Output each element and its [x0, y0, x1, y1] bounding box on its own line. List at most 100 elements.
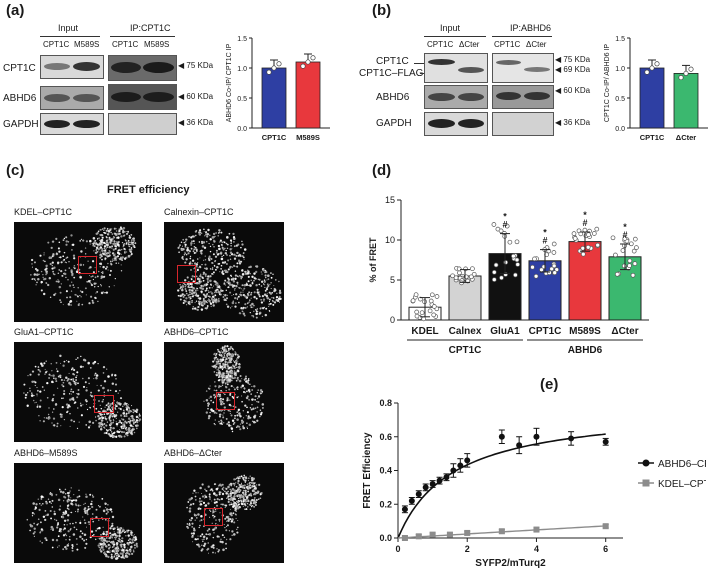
cell-speckle — [197, 507, 200, 510]
cell-speckle — [56, 526, 59, 529]
cell-speckle — [81, 303, 84, 306]
blot-b-ip-abhd6 — [492, 85, 554, 109]
cell-speckle — [43, 252, 45, 254]
cell-speckle — [65, 547, 68, 550]
cell-speckle — [249, 383, 251, 386]
cell-speckle — [240, 386, 243, 389]
cell-speckle — [228, 503, 231, 506]
cell-speckle — [222, 241, 224, 243]
cell-speckle — [204, 295, 207, 299]
cell-speckle — [113, 240, 116, 243]
data-point — [533, 273, 539, 279]
cell-speckle — [117, 255, 119, 258]
cell-speckle — [79, 530, 82, 533]
cell-speckle — [199, 274, 202, 278]
cell-speckle — [98, 242, 102, 246]
cell-speckle — [98, 537, 101, 540]
cell-speckle — [200, 515, 203, 518]
data-point — [419, 310, 425, 316]
cell-speckle — [247, 269, 249, 271]
cell-speckle — [212, 544, 215, 547]
cell-speckle — [217, 285, 220, 289]
cell-speckle — [80, 355, 82, 358]
cell-speckle — [100, 233, 103, 237]
cell-speckle — [204, 300, 207, 302]
cell-speckle — [246, 428, 249, 430]
cell-speckle — [218, 520, 221, 522]
cell-speckle — [199, 520, 201, 522]
cell-speckle — [232, 253, 235, 256]
cell-speckle — [240, 483, 243, 486]
cell-speckle — [97, 362, 99, 365]
cell-speckle — [273, 301, 277, 304]
cell-speckle — [224, 393, 226, 396]
cell-speckle — [231, 491, 235, 495]
cell-speckle — [256, 406, 259, 409]
cell-speckle — [64, 545, 67, 549]
cell-speckle — [230, 427, 234, 430]
cell-speckle — [29, 373, 32, 376]
cell-speckle — [112, 435, 116, 438]
cell-speckle — [251, 389, 254, 391]
cell-speckle — [221, 379, 224, 383]
cell-speckle — [105, 512, 108, 515]
cell-speckle — [128, 535, 130, 538]
cell-speckle — [241, 400, 243, 403]
cell-speckle — [90, 275, 92, 278]
cell-speckle — [190, 269, 192, 271]
cell-speckle — [120, 235, 123, 238]
cell-speckle — [256, 400, 258, 403]
blot-b-lane-4: ΔCter — [526, 40, 547, 49]
cell-speckle — [224, 487, 226, 489]
cell-speckle — [40, 497, 43, 500]
cell-speckle — [117, 411, 119, 413]
cell-speckle — [75, 504, 78, 507]
cell-speckle — [229, 488, 231, 491]
cell-speckle — [120, 545, 123, 548]
micrograph-label: ABHD6–ΔCter — [164, 448, 223, 458]
cell-speckle — [105, 232, 107, 234]
cell-speckle — [73, 402, 76, 404]
data-point — [551, 241, 557, 247]
cell-speckle — [92, 278, 95, 281]
cell-speckle — [112, 421, 114, 424]
cell-speckle — [216, 548, 218, 550]
cell-speckle — [207, 407, 209, 410]
cell-speckle — [233, 495, 236, 498]
group-label: ABHD6 — [568, 345, 603, 356]
data-point — [549, 266, 555, 272]
blot-a-row-abhd6: ABHD6 — [3, 93, 37, 104]
cell-speckle — [205, 267, 208, 270]
cell-speckle — [239, 423, 242, 425]
cell-speckle — [238, 379, 242, 383]
cell-speckle — [195, 492, 197, 494]
cell-speckle — [237, 376, 239, 379]
data-point — [414, 309, 420, 315]
cell-speckle — [59, 490, 63, 493]
cell-speckle — [228, 379, 231, 382]
cell-speckle — [76, 427, 79, 430]
cell-speckle — [69, 304, 71, 306]
cell-speckle — [227, 365, 229, 367]
cell-speckle — [130, 250, 132, 252]
cell-speckle — [267, 274, 270, 277]
cell-speckle — [85, 424, 87, 426]
cell-speckle — [184, 283, 186, 286]
data-point — [627, 263, 632, 269]
cell-speckle — [110, 534, 113, 537]
cell-speckle — [198, 303, 201, 306]
cell-speckle — [205, 411, 208, 414]
cell-speckle — [224, 490, 226, 493]
cell-speckle — [229, 392, 231, 395]
cell-speckle — [93, 286, 96, 288]
cell-speckle — [102, 532, 105, 536]
cell-speckle — [226, 243, 229, 246]
cell-speckle — [187, 501, 190, 503]
micrograph-calnexin-cpt1c: Calnexin–CPT1C — [164, 207, 284, 322]
cell-speckle — [178, 251, 180, 254]
cell-speckle — [221, 356, 223, 358]
cell-speckle — [225, 249, 227, 252]
cell-speckle — [192, 502, 195, 505]
cell-speckle — [92, 421, 95, 424]
cell-speckle — [115, 242, 118, 245]
